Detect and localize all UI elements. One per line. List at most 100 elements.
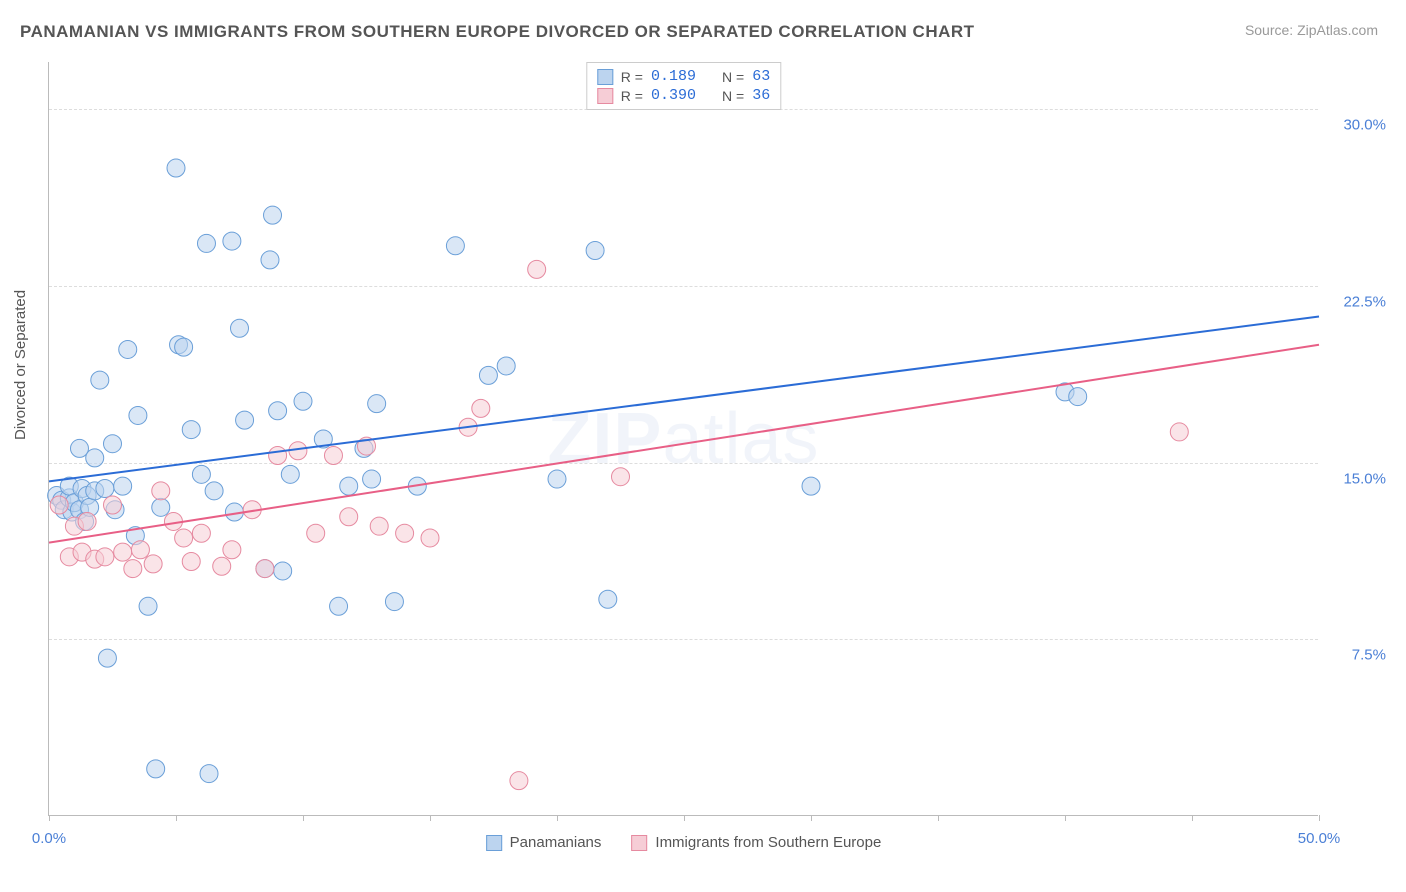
scatter-point [446,237,464,255]
scatter-point [96,548,114,566]
scatter-point [144,555,162,573]
scatter-point [528,260,546,278]
trend-line [49,316,1319,481]
scatter-point [50,496,68,514]
series-legend-label: Panamanians [510,834,602,851]
chart-container: PANAMANIAN VS IMMIGRANTS FROM SOUTHERN E… [0,0,1406,892]
r-value: 0.189 [651,68,696,85]
scatter-point [167,159,185,177]
scatter-point [479,366,497,384]
scatter-point [152,482,170,500]
scatter-point [586,242,604,260]
legend-swatch-icon [486,835,502,851]
scatter-point [385,593,403,611]
scatter-point [147,760,165,778]
series-legend-item: Immigrants from Southern Europe [631,834,881,851]
scatter-point [78,512,96,530]
scatter-point [802,477,820,495]
scatter-point [200,765,218,783]
scatter-point [104,496,122,514]
scatter-point [192,465,210,483]
scatter-point [363,470,381,488]
x-tick-mark [176,815,177,821]
r-label: R = [621,69,643,85]
n-label: N = [722,88,744,104]
scatter-point [307,524,325,542]
n-value: 63 [752,68,770,85]
scatter-point [104,435,122,453]
plot-area: ZIPatlas 7.5%15.0%22.5%30.0% 0.0%50.0% R… [48,62,1318,816]
series-legend-item: Panamanians [486,834,602,851]
x-tick-mark [557,815,558,821]
scatter-point [396,524,414,542]
scatter-point [548,470,566,488]
correlation-legend-row: R = 0.390 N = 36 [597,86,770,105]
n-value: 36 [752,87,770,104]
scatter-point [86,449,104,467]
x-tick-mark [1192,815,1193,821]
y-tick-label: 15.0% [1343,470,1386,487]
scatter-point [96,479,114,497]
scatter-point [119,340,137,358]
scatter-point [274,562,292,580]
x-tick-mark [684,815,685,821]
scatter-point [497,357,515,375]
x-tick-label: 0.0% [32,830,66,847]
scatter-point [340,477,358,495]
scatter-point [129,406,147,424]
y-tick-label: 30.0% [1343,117,1386,134]
scatter-point [264,206,282,224]
scatter-point [114,543,132,561]
y-tick-label: 7.5% [1352,647,1386,664]
legend-swatch-icon [597,88,613,104]
scatter-point [472,399,490,417]
scatter-point [124,560,142,578]
scatter-point [599,590,617,608]
trend-line [49,345,1319,543]
source-name: ZipAtlas.com [1297,22,1378,38]
scatter-point [1170,423,1188,441]
x-tick-label: 50.0% [1298,830,1341,847]
legend-swatch-icon [597,69,613,85]
scatter-point [421,529,439,547]
series-legend-label: Immigrants from Southern Europe [655,834,881,851]
scatter-point [330,597,348,615]
scatter-point [370,517,388,535]
scatter-point [98,649,116,667]
r-value: 0.390 [651,87,696,104]
scatter-point [1069,388,1087,406]
scatter-point [261,251,279,269]
scatter-svg [49,62,1318,815]
x-tick-mark [303,815,304,821]
x-tick-mark [1319,815,1320,821]
scatter-point [182,421,200,439]
scatter-point [294,392,312,410]
x-tick-mark [811,815,812,821]
chart-title: PANAMANIAN VS IMMIGRANTS FROM SOUTHERN E… [20,22,975,42]
n-label: N = [722,69,744,85]
source-prefix: Source: [1245,22,1297,38]
x-tick-mark [938,815,939,821]
scatter-point [269,446,287,464]
scatter-point [131,541,149,559]
scatter-point [175,338,193,356]
scatter-point [91,371,109,389]
scatter-point [231,319,249,337]
y-axis-label: Divorced or Separated [12,290,29,440]
scatter-point [223,232,241,250]
scatter-point [152,498,170,516]
correlation-legend-row: R = 0.189 N = 63 [597,67,770,86]
scatter-point [612,468,630,486]
x-tick-mark [1065,815,1066,821]
scatter-point [281,465,299,483]
x-tick-mark [49,815,50,821]
legend-swatch-icon [631,835,647,851]
scatter-point [340,508,358,526]
scatter-point [175,529,193,547]
scatter-point [269,402,287,420]
scatter-point [510,772,528,790]
scatter-point [223,541,241,559]
x-tick-mark [430,815,431,821]
scatter-point [236,411,254,429]
r-label: R = [621,88,643,104]
